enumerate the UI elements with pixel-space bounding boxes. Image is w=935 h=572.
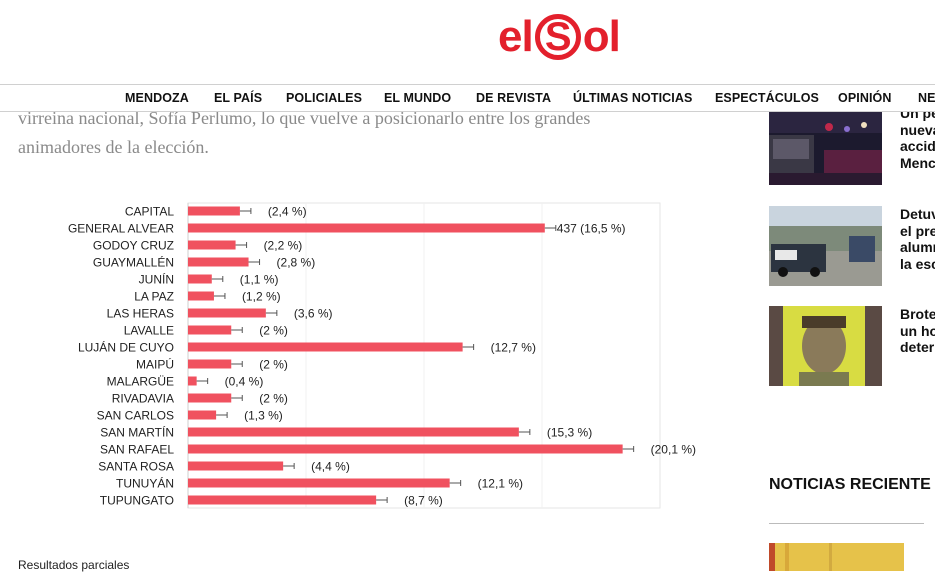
news-thumbnail[interactable] <box>769 105 882 185</box>
headline-line: el pre <box>900 222 935 239</box>
site-header: el S ol <box>0 0 935 84</box>
site-logo[interactable]: el S ol <box>498 8 621 66</box>
category-label: JUNÍN <box>139 272 174 287</box>
nav-item-de-revista[interactable]: DE REVISTA <box>476 91 552 105</box>
category-label: SAN CARLOS <box>97 409 174 423</box>
main-nav: MENDOZA EL PAÍS POLICIALES EL MUNDO DE R… <box>0 84 935 112</box>
bar <box>188 478 450 488</box>
logo-text-left: el <box>498 12 534 61</box>
bar <box>188 444 623 454</box>
bar <box>188 495 377 505</box>
headline-line: un ho <box>900 322 935 339</box>
headline-line: deter <box>900 339 935 355</box>
data-label: (3,6 %) <box>294 307 333 321</box>
data-label: (2,4 %) <box>268 205 307 219</box>
bar <box>188 291 214 301</box>
headline-line: la esc <box>900 255 935 272</box>
bar <box>188 325 232 335</box>
police-scene-image-icon <box>769 206 882 286</box>
portrait-image-icon <box>769 306 882 386</box>
category-label: GUAYMALLÉN <box>93 255 174 270</box>
nav-item-policiales[interactable]: POLICIALES <box>286 91 363 105</box>
data-label: (2,8 %) <box>277 256 316 270</box>
nav-item-more[interactable]: NE <box>918 91 935 105</box>
category-label: MALARGÜE <box>107 375 174 389</box>
data-label: (20,1 %) <box>651 443 696 457</box>
bar <box>188 223 545 233</box>
bar <box>188 376 197 386</box>
data-label: (4,4 %) <box>311 460 350 474</box>
logo-s-circle: S <box>534 14 581 60</box>
category-label: RIVADAVIA <box>112 392 174 406</box>
headline-line: Detuv <box>900 206 935 222</box>
category-label: TUNUYÁN <box>116 476 174 491</box>
category-label: SAN MARTÍN <box>100 425 174 440</box>
nav-item-el-mundo[interactable]: EL MUNDO <box>384 91 452 105</box>
news-thumbnail[interactable] <box>769 206 882 286</box>
category-label: LA PAZ <box>134 290 174 304</box>
recent-news-title: NOTICIAS RECIENTE <box>769 476 931 493</box>
recent-news-image-icon <box>769 543 904 571</box>
headline-line: alumr <box>900 239 935 255</box>
chart-caption: Resultados parciales <box>18 558 130 572</box>
category-label: MAIPÚ <box>136 357 174 372</box>
bar <box>188 308 266 318</box>
category-label: LAS HERAS <box>107 307 174 321</box>
nav-item-el-pais[interactable]: EL PAÍS <box>214 91 263 105</box>
data-label: 437 (16,5 %) <box>557 222 626 236</box>
article-line: virreina nacional, Sofía Perlumo, lo que… <box>18 108 591 128</box>
bar <box>188 359 232 369</box>
nav-item-ultimas-noticias[interactable]: ÚLTIMAS NOTICIAS <box>573 91 693 105</box>
bar <box>188 393 232 403</box>
news-thumbnail[interactable] <box>769 306 882 386</box>
night-crash-image-icon <box>769 105 882 185</box>
bar <box>188 274 212 284</box>
category-label: LUJÁN DE CUYO <box>78 340 174 355</box>
category-label: TUPUNGATO <box>100 494 174 508</box>
data-label: (15,3 %) <box>547 426 592 440</box>
data-label: (12,1 %) <box>478 477 523 491</box>
data-label: (0,4 %) <box>225 375 264 389</box>
article-line: animadores de la elección. <box>18 137 209 157</box>
bar <box>188 257 249 267</box>
news-headline[interactable]: Brote un ho deter <box>900 306 935 356</box>
bar <box>188 427 519 437</box>
data-label: (12,7 %) <box>491 341 536 355</box>
news-thumbnail[interactable] <box>769 543 904 571</box>
headline-line: Brote <box>900 306 935 322</box>
nav-item-mendoza[interactable]: MENDOZA <box>125 91 189 105</box>
bar <box>188 342 463 352</box>
data-label: (1,2 %) <box>242 290 281 304</box>
data-label: (8,7 %) <box>404 494 443 508</box>
nav-item-opinion[interactable]: OPINIÓN <box>838 91 892 105</box>
data-label: (1,1 %) <box>240 273 279 287</box>
category-label: SANTA ROSA <box>98 460 174 474</box>
news-headline[interactable]: Detuv el pre alumr la esc <box>900 206 935 272</box>
category-label: LAVALLE <box>124 324 174 338</box>
bar <box>188 410 217 420</box>
category-label: GODOY CRUZ <box>93 239 174 253</box>
bar <box>188 240 236 250</box>
results-chart: CAPITAL (2,4 %) GENERAL ALVEAR 437 (16,5 %)… <box>0 195 700 515</box>
data-label: (2 %) <box>259 358 288 372</box>
category-label: CAPITAL <box>125 205 174 219</box>
logo-text-right: ol <box>582 12 621 61</box>
divider <box>769 523 924 524</box>
category-label: SAN RAFAEL <box>100 443 174 457</box>
article-body: virreina nacional, Sofía Perlumo, lo que… <box>18 104 708 162</box>
nav-item-espectaculos[interactable]: ESPECTÁCULOS <box>715 91 819 105</box>
data-label: (2 %) <box>259 324 288 338</box>
headline-line: accid <box>900 138 935 154</box>
data-label: (2 %) <box>259 392 288 406</box>
bar <box>188 206 240 216</box>
data-label: (2,2 %) <box>264 239 303 253</box>
headline-line: Menc <box>900 154 935 171</box>
data-label: (1,3 %) <box>244 409 283 423</box>
results-chart-svg: CAPITAL (2,4 %) GENERAL ALVEAR 437 (16,5 %)… <box>68 202 696 509</box>
bar <box>188 461 284 471</box>
category-label: GENERAL ALVEAR <box>68 222 174 236</box>
